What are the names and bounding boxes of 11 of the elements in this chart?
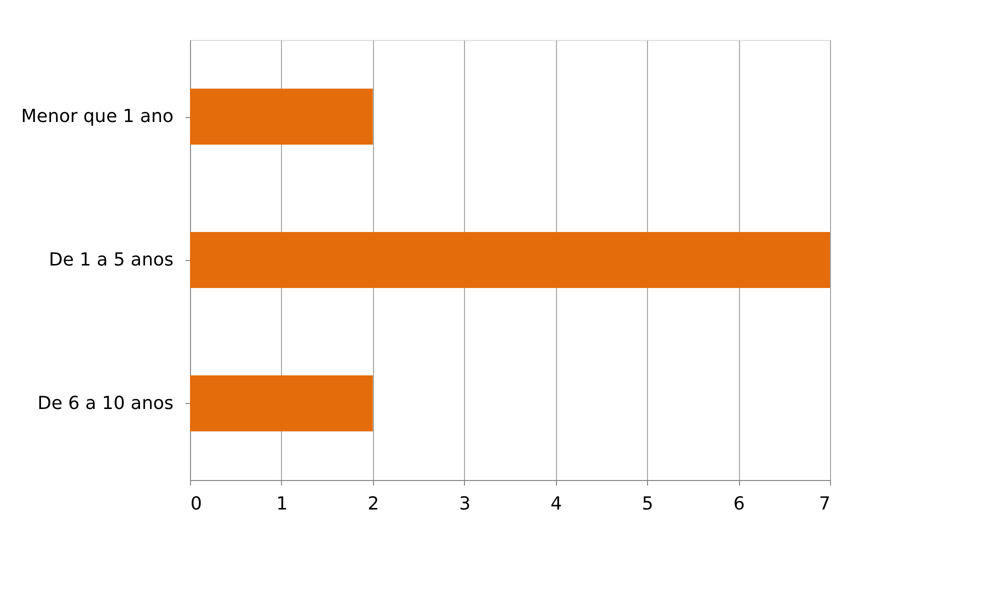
x-tick-label: 7: [819, 494, 830, 514]
x-tick-label: 0: [190, 494, 202, 514]
x-tick-label: 2: [368, 494, 380, 514]
y-tick-label: De 6 a 10 anos: [37, 392, 174, 414]
x-tick-label: 3: [459, 494, 471, 514]
x-tick-label: 5: [642, 494, 654, 514]
y-tick-label: De 1 a 5 anos: [48, 250, 174, 270]
x-tick-label: 6: [733, 494, 745, 514]
x-tick-label: 4: [550, 494, 562, 514]
y-tick-label: Menor que 1 ano: [21, 106, 174, 128]
x-tick-label: 1: [276, 494, 288, 514]
